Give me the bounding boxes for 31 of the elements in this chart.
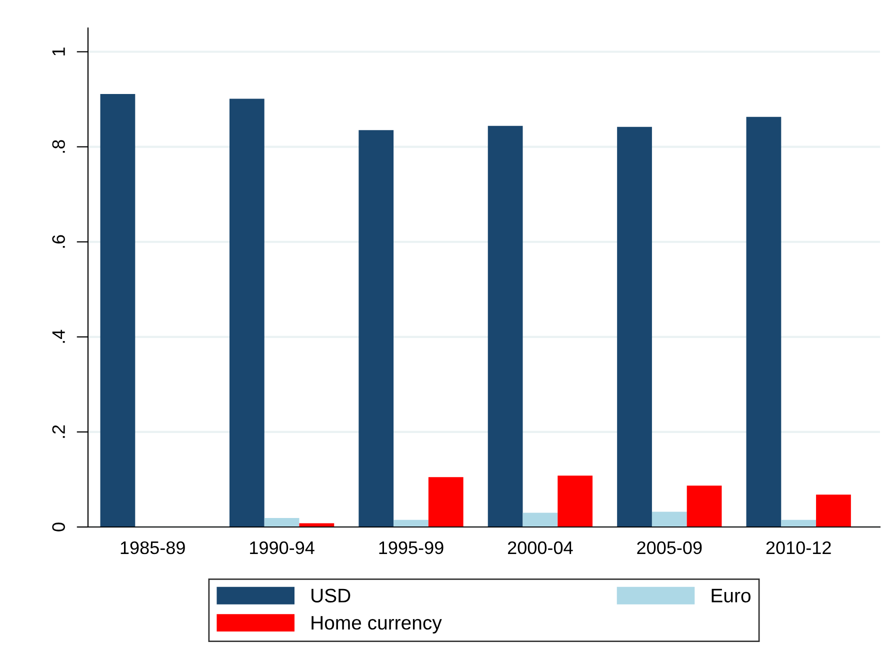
bar xyxy=(781,520,816,527)
x-tick-label: 1985-89 xyxy=(120,541,185,554)
y-tick-label: .4 xyxy=(52,330,65,343)
bar xyxy=(229,98,264,527)
y-tick-label: .2 xyxy=(52,425,65,438)
x-tick-label: 2010-12 xyxy=(766,541,831,554)
bar xyxy=(746,116,782,527)
legend-label: Home currency xyxy=(312,616,442,634)
bar xyxy=(100,94,136,527)
y-tick-label: 1 xyxy=(52,48,65,56)
x-tick-label: 2000-04 xyxy=(508,541,573,554)
bar xyxy=(522,512,558,527)
bar xyxy=(686,486,722,527)
bar xyxy=(488,126,523,527)
bar xyxy=(816,494,851,527)
bar xyxy=(299,523,334,527)
bar xyxy=(428,477,464,527)
bar xyxy=(358,130,394,527)
bar xyxy=(558,476,593,527)
bar xyxy=(264,518,300,527)
bar xyxy=(617,126,652,527)
x-tick-label: 1990-94 xyxy=(250,541,314,554)
bar xyxy=(394,520,428,527)
legend-label: USD xyxy=(312,588,350,602)
x-tick-label: 2005-09 xyxy=(637,541,702,554)
y-tick-label: .6 xyxy=(52,235,65,248)
legend-label: Euro xyxy=(712,588,750,602)
y-tick-label: .8 xyxy=(52,140,65,153)
x-tick-label: 1995-99 xyxy=(379,541,444,554)
y-tick-label: 0 xyxy=(52,522,65,532)
bar xyxy=(652,512,687,527)
